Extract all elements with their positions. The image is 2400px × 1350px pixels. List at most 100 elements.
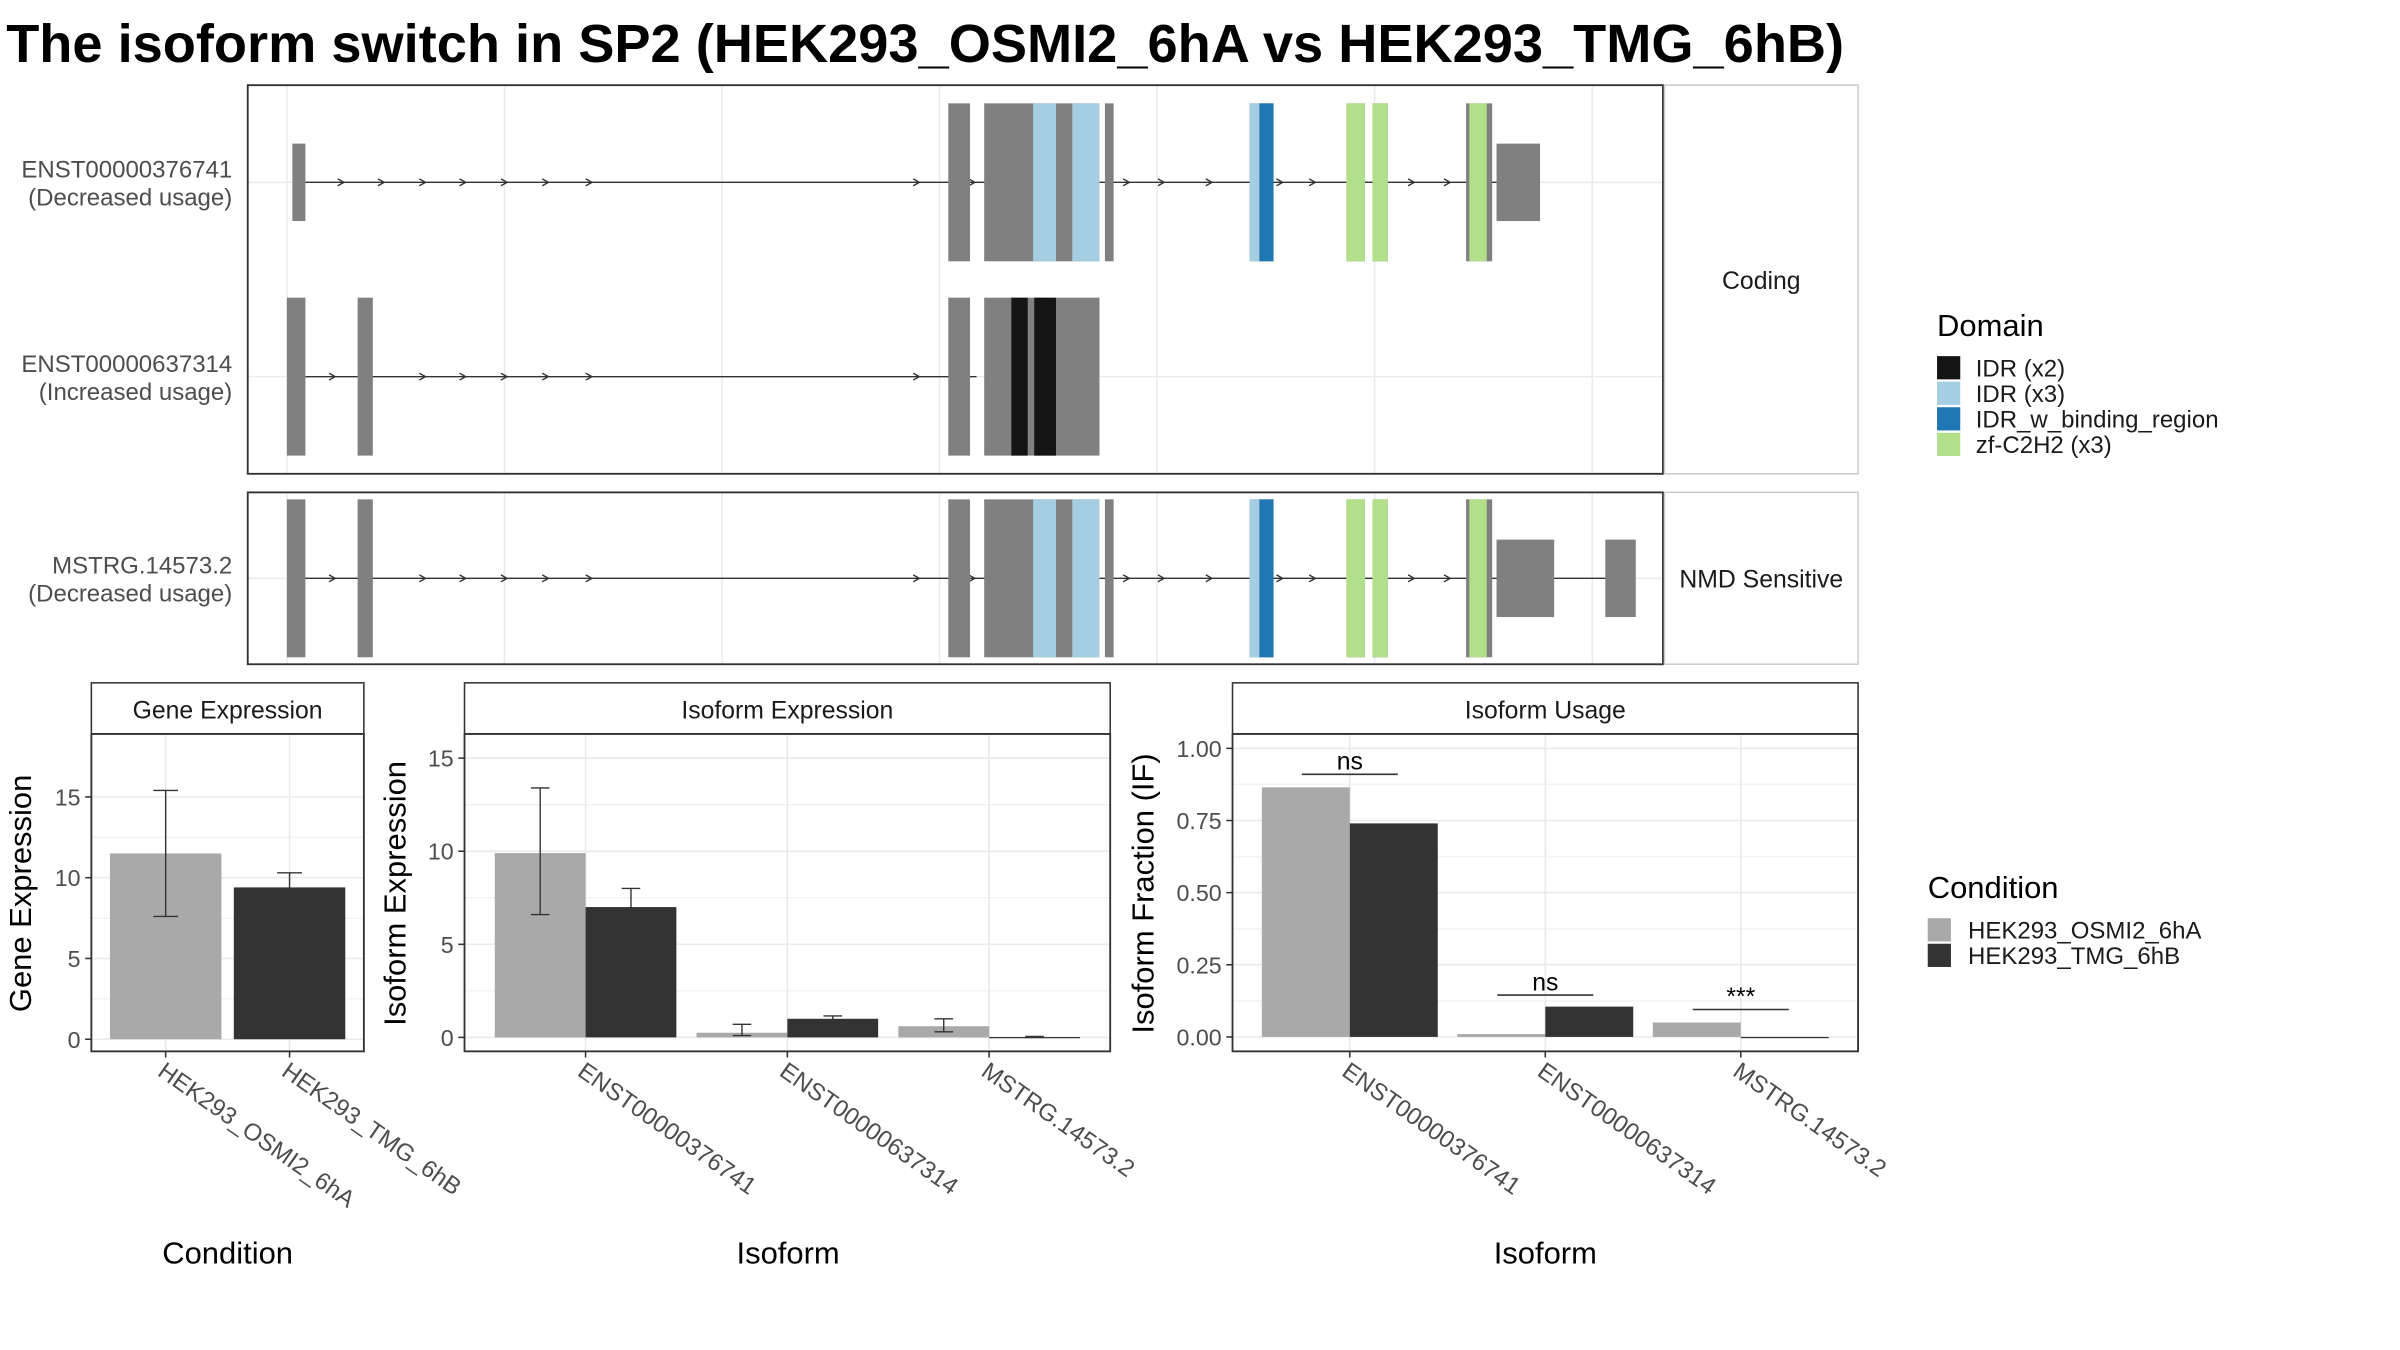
bar [1457,1034,1546,1037]
domain-legend-label: zf-C2H2 (x3) [1976,432,2112,459]
domain-segment [1249,103,1260,262]
strand-arrow [541,372,550,381]
strand-arrow [459,574,468,583]
transcript-track: MSTRG.14573.2(Decreased usage) [28,499,1663,658]
exon [1605,539,1636,618]
structure-panel: MSTRG.14573.2(Decreased usage) NMD Sensit… [28,491,1859,666]
domain-segment [1372,499,1388,658]
strand-arrow [1443,178,1452,187]
domain-segment [1249,499,1260,658]
domain-segment [1259,103,1274,262]
x-axis-title: Condition [162,1235,293,1270]
exon [948,103,971,262]
transcript-usage-label: (Decreased usage) [28,581,232,608]
domain-legend-label: IDR (x3) [1976,381,2065,408]
bar-chart: Isoform Expression 0 5 10 15 ENST00000376741 E… [378,682,1139,1270]
strand-arrow [1122,574,1131,583]
strand-arrow [1308,574,1317,583]
domain-legend-label: IDR_w_binding_region [1976,406,2219,433]
y-tick-label: 0 [68,1027,81,1053]
strip-label: Coding [1722,268,1800,295]
transcript-usage-label: (Decreased usage) [28,185,232,212]
domain-segment [1469,103,1487,262]
y-tick-label: 5 [68,946,81,972]
x-tick-label: ENST00000637314 [775,1057,963,1200]
bar [1652,1022,1741,1037]
bar [585,907,677,1038]
y-tick-label: 0 [441,1025,454,1051]
exon [286,297,306,456]
bar [1261,787,1350,1037]
y-tick-label: 1.00 [1176,736,1221,762]
condition-legend-label: HEK293_TMG_6hB [1968,943,2180,970]
significance-label: *** [1726,984,1755,1011]
exon [357,297,373,456]
strand-arrow [328,574,337,583]
chart-title: Isoform Usage [1465,697,1626,724]
strand-arrow [585,178,594,187]
strand-arrow [912,574,921,583]
strand-arrow [1407,574,1416,583]
bar [1349,823,1438,1037]
domain-segment [1346,499,1365,658]
strand-arrow [968,574,977,583]
strand-arrow [1276,178,1285,187]
strip-label: NMD Sensitive [1679,567,1843,594]
domain-segment [1072,499,1100,658]
strand-arrow [541,574,550,583]
chart-title: Isoform Expression [681,697,893,724]
exon [948,297,971,456]
strand-arrow [968,178,977,187]
chart-title: Gene Expression [133,697,323,724]
domain-segment [1469,499,1487,658]
legend-area: Domain IDR (x2)IDR (x3)IDR_w_binding_regi… [1927,308,2219,970]
strand-arrow [1205,574,1214,583]
transcript-track: ENST00000637314(Increased usage) [21,297,1663,456]
transcript-track: ENST00000376741(Decreased usage) [21,103,1663,262]
domain-legend-swatch [1937,432,1961,456]
condition-legend-swatch [1927,943,1951,967]
strand-arrow [585,372,594,381]
panel-border [246,84,1664,475]
bar-charts-area: Gene Expression051015HEK293_OSMI2_6hAHEK… [3,682,1891,1270]
strand-arrow [541,178,550,187]
y-tick-label: 0.50 [1176,880,1221,906]
condition-legend-title: Condition [1928,870,2059,905]
chart-strip [463,682,1111,735]
y-tick-label: 0.75 [1176,808,1221,834]
significance-label: ns [1532,969,1558,996]
transcript-usage-label: (Increased usage) [39,379,232,406]
domain-segment [1033,499,1056,658]
domain-legend-swatch [1937,381,1961,405]
domain-segment [1372,103,1388,262]
strip-background [1663,84,1859,475]
y-axis-title: Isoform Expression [378,761,413,1026]
transcript-structure-area: ENST00000376741(Decreased usage) ENST0000… [21,84,1859,666]
x-axis-title: Isoform [737,1235,840,1270]
bar [1740,1036,1829,1039]
panel-border [246,491,1664,666]
condition-legend-label: HEK293_OSMI2_6hA [1968,917,2201,944]
domain-segment [1072,103,1100,262]
y-tick-label: 10 [55,865,81,891]
exon [292,143,306,222]
strand-arrow [459,178,468,187]
x-tick-label: MSTRG.14573.2 [976,1057,1139,1182]
condition-legend-swatch [1927,918,1951,942]
strand-arrow [1122,178,1131,187]
strand-arrow [1157,178,1166,187]
domain-legend-label: IDR (x2) [1976,355,2065,382]
figure-title: The isoform switch in SP2 (HEK293_OSMI2_… [6,14,1844,74]
domain-segment [1011,297,1028,456]
exon [1496,539,1555,618]
strand-arrow [585,574,594,583]
strand-arrow [500,574,509,583]
exon [948,499,971,658]
x-tick-label: HEK293_OSMI2_6hA [153,1057,360,1213]
strand-arrow [418,574,427,583]
exon [1496,143,1541,222]
x-tick-label: ENST00000637314 [1533,1057,1721,1200]
strand-arrow [1205,178,1214,187]
strand-arrow [500,372,509,381]
